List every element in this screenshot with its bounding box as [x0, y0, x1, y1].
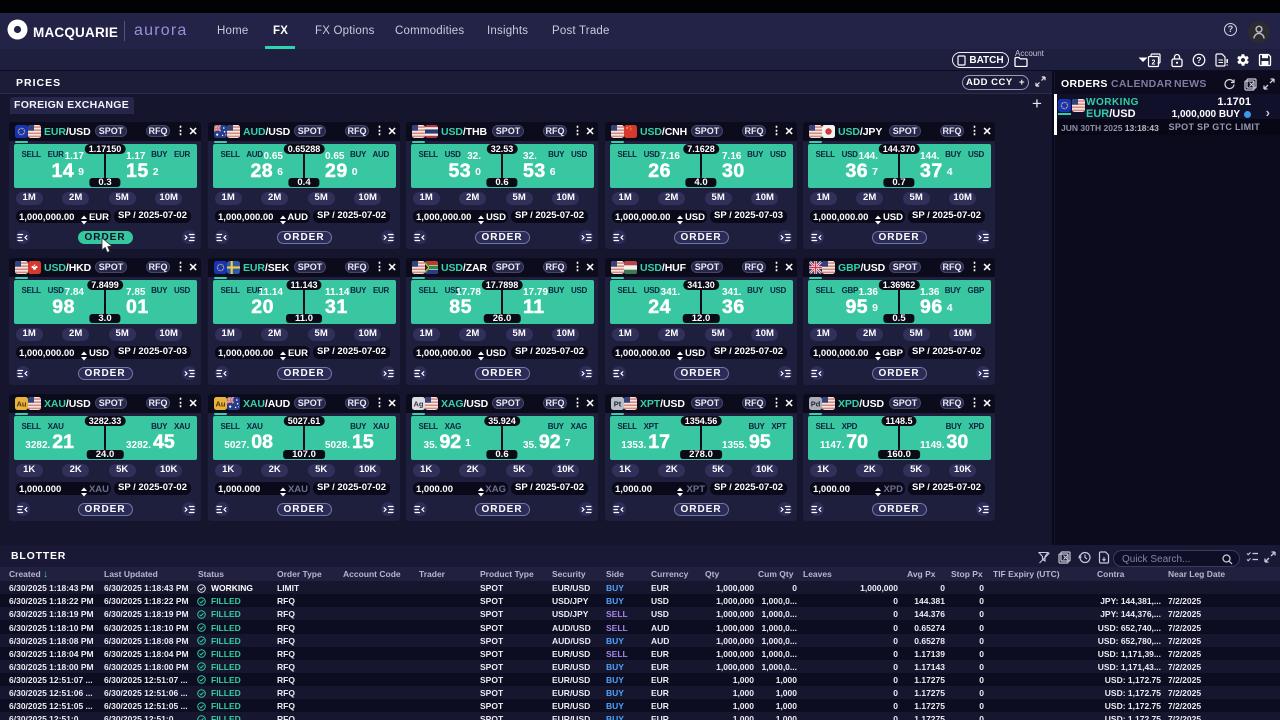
- svg-text:2: 2: [1152, 60, 1156, 67]
- svg-text:Au: Au: [215, 399, 225, 408]
- svg-text:Ag: Ag: [413, 399, 423, 408]
- svg-text:Pt: Pt: [613, 399, 621, 408]
- svg-text:Au: Au: [16, 399, 26, 408]
- svg-text:?: ?: [1197, 56, 1202, 65]
- svg-text:Pd: Pd: [810, 399, 820, 408]
